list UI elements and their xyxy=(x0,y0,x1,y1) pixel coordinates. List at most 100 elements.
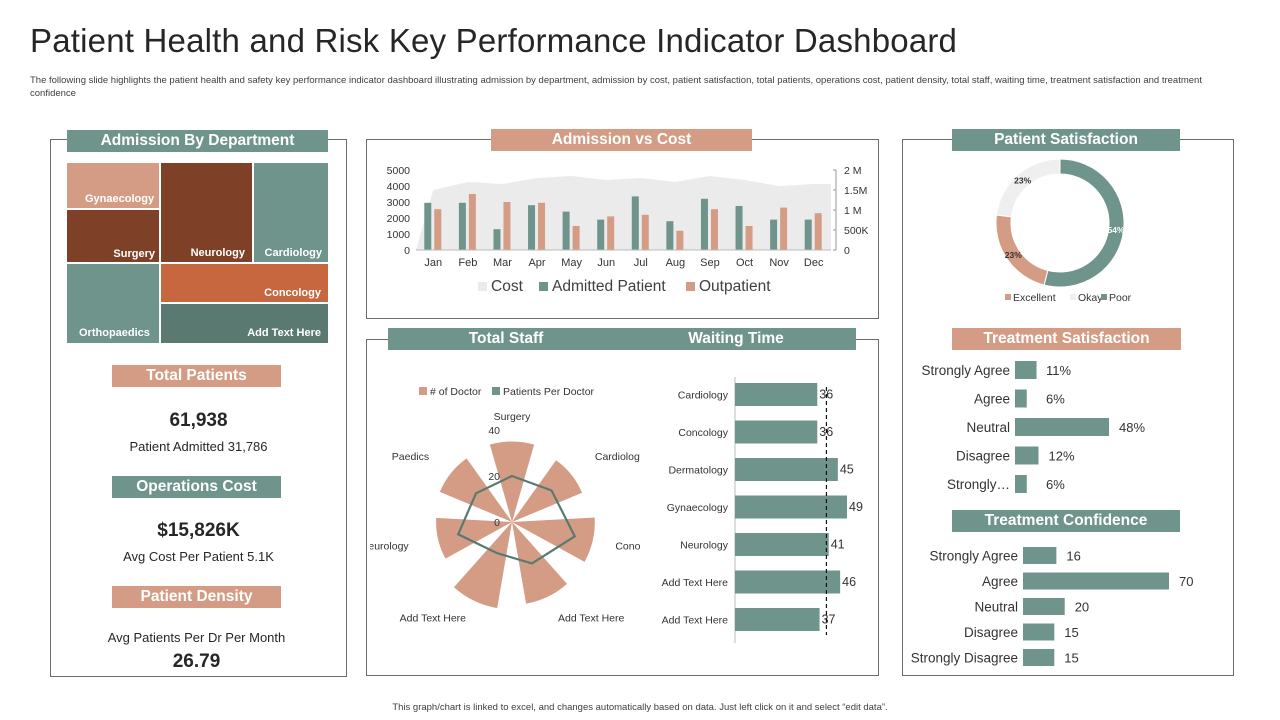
treatment-confidence-bar xyxy=(1023,623,1055,641)
treatment-confidence-chart[interactable]: Strongly Agree 16 Agree 70 Neutral 20 Disagree… xyxy=(904,540,1232,672)
doctor-petal xyxy=(512,517,595,562)
treatment-satisfaction-chart[interactable]: Strongly Agree 11% Agree 6% Neutral 48% Disagr… xyxy=(904,355,1232,500)
waiting-bar xyxy=(735,570,841,594)
doctor-petal xyxy=(489,441,535,522)
radar-category-label: Conocology xyxy=(615,541,640,553)
doctor-petal xyxy=(512,522,568,604)
total-patients-header: Total Patients xyxy=(112,365,281,387)
treemap-cell-neurology[interactable]: Neurology xyxy=(160,162,253,263)
treatment-confidence-category-label: Disagree xyxy=(964,625,1018,640)
treatment-confidence-category-label: Strongly Disagree xyxy=(911,651,1018,666)
admitted-bar xyxy=(631,196,639,250)
page-subtitle: The following slide highlights the patie… xyxy=(30,75,1202,99)
doctor-petal xyxy=(453,522,512,609)
outpatient-bar xyxy=(538,202,546,250)
admitted-bar xyxy=(493,229,501,250)
legend-swatch xyxy=(1005,294,1011,300)
treemap-cell-cardiology[interactable]: Cardiology xyxy=(253,162,329,263)
treatment-confidence-value-label: 15 xyxy=(1064,625,1078,640)
admitted-bar xyxy=(735,206,743,250)
y-tick-label-left: 2000 xyxy=(387,213,411,225)
treatment-satisfaction-header: Treatment Satisfaction xyxy=(952,328,1181,350)
total-patients-value: 61,938 xyxy=(169,410,228,431)
treemap-cell-surgery[interactable]: Surgery xyxy=(66,209,160,263)
outpatient-bar xyxy=(710,209,718,250)
treatment-satisfaction-bar xyxy=(1015,361,1037,379)
legend-label: # of Doctor xyxy=(430,386,482,398)
treatment-confidence-bar xyxy=(1023,572,1169,590)
x-tick-label: Oct xyxy=(736,257,753,269)
treemap-label-neurology: Neurology xyxy=(190,247,245,259)
legend-label: Patients Per Doctor xyxy=(503,386,595,398)
patient-satisfaction-header: Patient Satisfaction xyxy=(952,129,1180,151)
waiting-value-label: 46 xyxy=(842,575,856,589)
x-tick-label: Apr xyxy=(528,257,545,269)
outpatient-bar xyxy=(814,213,822,250)
staff-waiting-header-bar xyxy=(388,328,856,350)
x-tick-label: Feb xyxy=(458,257,477,269)
waiting-category-label: Concology xyxy=(678,427,728,439)
radar-tick-label: 0 xyxy=(494,517,500,529)
waiting-category-label: Cardiology xyxy=(678,390,729,402)
doctor-petal xyxy=(439,458,512,522)
outpatient-bar xyxy=(676,230,684,250)
treatment-satisfaction-category-label: Strongly… xyxy=(947,477,1010,492)
outpatient-bar xyxy=(572,226,580,250)
donut-value-label: 54% xyxy=(1108,225,1125,235)
y-tick-label-right: 1 M xyxy=(844,205,862,217)
y-tick-label-left: 1000 xyxy=(387,229,411,241)
x-tick-label: Dec xyxy=(804,257,824,269)
treemap-cell-concology[interactable]: Concology xyxy=(160,263,329,303)
operations-cost-sub: Avg Cost Per Patient 5.1K xyxy=(123,549,274,564)
legend-swatch xyxy=(478,282,487,291)
waiting-category-label: Neurology xyxy=(680,540,729,552)
admitted-bar xyxy=(458,202,466,250)
waiting-bar xyxy=(735,383,818,406)
cost-area xyxy=(416,176,831,250)
patients-per-doctor-line xyxy=(456,474,577,565)
treatment-satisfaction-category-label: Strongly Agree xyxy=(921,363,1010,378)
treatment-confidence-bar xyxy=(1023,598,1065,615)
treemap-cell-add-text[interactable]: Add Text Here xyxy=(160,303,329,344)
treemap-cell-orthopaedics[interactable]: Orthopaedics xyxy=(66,263,160,344)
patient-satisfaction-chart[interactable]: 54% 23% 23% Excellent Okay Poor xyxy=(975,150,1175,310)
total-patients-sub: Patient Admitted 31,786 xyxy=(129,439,268,454)
y-tick-label-left: 5000 xyxy=(387,165,411,177)
treemap-label-gynaecology: Gynaecology xyxy=(85,193,155,205)
y-tick-label-right: 500K xyxy=(844,225,869,237)
treatment-satisfaction-category-label: Agree xyxy=(974,392,1010,407)
y-tick-label-right: 2 M xyxy=(844,165,862,177)
admission-vs-cost-header: Admission vs Cost xyxy=(491,129,752,151)
x-tick-label: Mar xyxy=(493,257,512,269)
admission-treemap[interactable]: Gynaecology Surgery Neurology Cardiology… xyxy=(66,162,329,344)
waiting-time-header: Waiting Time xyxy=(688,330,784,347)
treatment-satisfaction-value-label: 12% xyxy=(1049,449,1075,464)
operations-cost-value: $15,826K xyxy=(157,520,240,541)
treemap-label-orthopaedics: Orthopaedics xyxy=(79,327,150,339)
waiting-value-label: 41 xyxy=(831,538,845,552)
radar-category-label: Surgery xyxy=(494,411,532,423)
waiting-value-label: 45 xyxy=(840,463,854,477)
patient-density-value: 26.79 xyxy=(172,651,221,672)
treemap-cell-gynaecology[interactable]: Gynaecology xyxy=(66,162,160,209)
doctor-petal xyxy=(512,460,583,522)
x-tick-label: Jul xyxy=(634,257,648,269)
treatment-confidence-category-label: Strongly Agree xyxy=(929,549,1018,564)
treatment-satisfaction-category-label: Neutral xyxy=(966,420,1010,435)
waiting-bar xyxy=(735,495,847,519)
footer-note: This graph/chart is linked to excel, and… xyxy=(392,702,888,713)
treatment-satisfaction-bar xyxy=(1015,389,1027,408)
treemap-label-surgery: Surgery xyxy=(113,248,155,260)
total-staff-chart[interactable]: # of Doctor Patients Per Doctor Surgery Car… xyxy=(370,375,640,630)
total-staff-header: Total Staff xyxy=(468,330,544,347)
legend-swatch xyxy=(1070,294,1076,300)
waiting-bar xyxy=(735,458,838,481)
admission-vs-cost-chart[interactable]: Jan Feb Mar Apr May Jun Jul Aug Sep Oct Nov Dec 0 100… xyxy=(366,150,878,310)
patient-density-header: Patient Density xyxy=(112,586,281,608)
treatment-satisfaction-category-label: Disagree xyxy=(956,449,1010,464)
x-tick-label: May xyxy=(561,257,582,269)
treatment-confidence-value-label: 15 xyxy=(1064,651,1078,666)
waiting-category-label: Add Text Here xyxy=(662,577,729,589)
legend-label: Okay xyxy=(1078,292,1103,304)
